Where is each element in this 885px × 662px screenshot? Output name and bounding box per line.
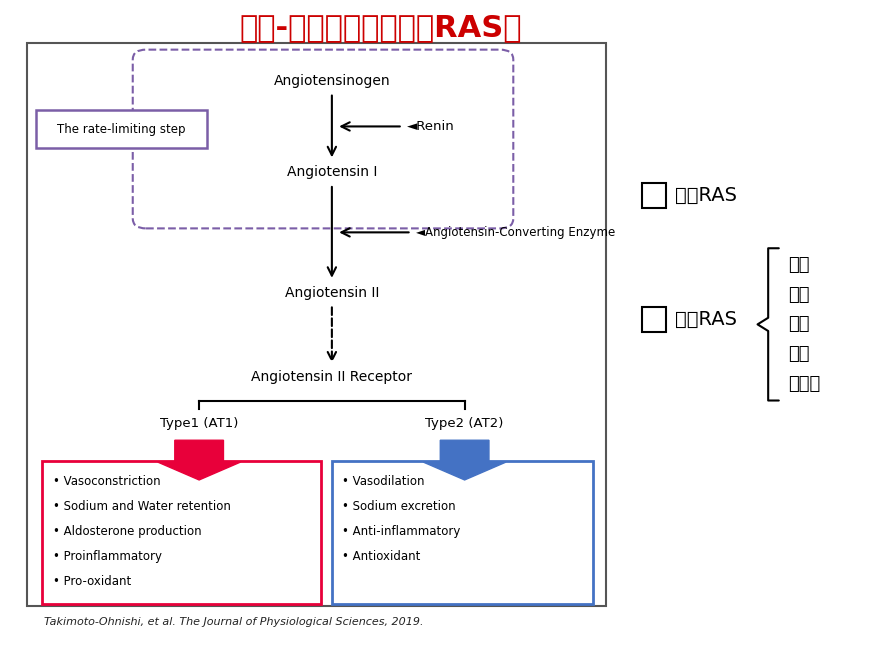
Text: • Vasoconstriction: • Vasoconstriction	[53, 475, 161, 488]
FancyBboxPatch shape	[642, 183, 666, 208]
Text: Takimoto-Ohnishi, et al. The Journal of Physiological Sciences, 2019.: Takimoto-Ohnishi, et al. The Journal of …	[44, 617, 424, 628]
Text: 大脑: 大脑	[788, 315, 809, 334]
Text: 血管: 血管	[788, 345, 809, 363]
FancyBboxPatch shape	[42, 461, 321, 604]
FancyBboxPatch shape	[332, 461, 593, 604]
FancyBboxPatch shape	[36, 110, 207, 148]
Text: 肾脏: 肾脏	[788, 285, 809, 304]
FancyBboxPatch shape	[642, 307, 666, 332]
Text: Angiotensinogen: Angiotensinogen	[273, 73, 390, 88]
Polygon shape	[158, 440, 241, 480]
Text: Angiotensin I: Angiotensin I	[287, 165, 377, 179]
Text: 心脏: 心脏	[788, 256, 809, 274]
Text: • Proinflammatory: • Proinflammatory	[53, 550, 162, 563]
Text: 肾素-血管紧张素系统（RAS）: 肾素-血管紧张素系统（RAS）	[239, 13, 522, 42]
Text: • Vasodilation: • Vasodilation	[342, 475, 425, 488]
Text: • Aldosterone production: • Aldosterone production	[53, 525, 202, 538]
Text: Angiotensin II Receptor: Angiotensin II Receptor	[251, 370, 412, 385]
Text: 组织RAS: 组织RAS	[675, 310, 737, 328]
Text: ◄Angiotensin-Converting Enzyme: ◄Angiotensin-Converting Enzyme	[416, 226, 615, 239]
Text: • Pro-oxidant: • Pro-oxidant	[53, 575, 131, 589]
Text: Angiotensin II: Angiotensin II	[285, 285, 379, 300]
FancyBboxPatch shape	[27, 43, 606, 606]
Text: Type2 (AT2): Type2 (AT2)	[426, 417, 504, 430]
Text: Type1 (AT1): Type1 (AT1)	[160, 417, 238, 430]
Text: • Anti-inflammatory: • Anti-inflammatory	[342, 525, 461, 538]
Text: 循环RAS: 循环RAS	[675, 186, 737, 205]
Text: The rate-limiting step: The rate-limiting step	[57, 122, 186, 136]
Text: • Antioxidant: • Antioxidant	[342, 550, 421, 563]
Text: • Sodium excretion: • Sodium excretion	[342, 500, 456, 513]
Text: 肾上腺: 肾上腺	[788, 375, 820, 393]
Polygon shape	[423, 440, 506, 480]
Text: ◄Renin: ◄Renin	[407, 120, 455, 133]
Text: • Sodium and Water retention: • Sodium and Water retention	[53, 500, 231, 513]
